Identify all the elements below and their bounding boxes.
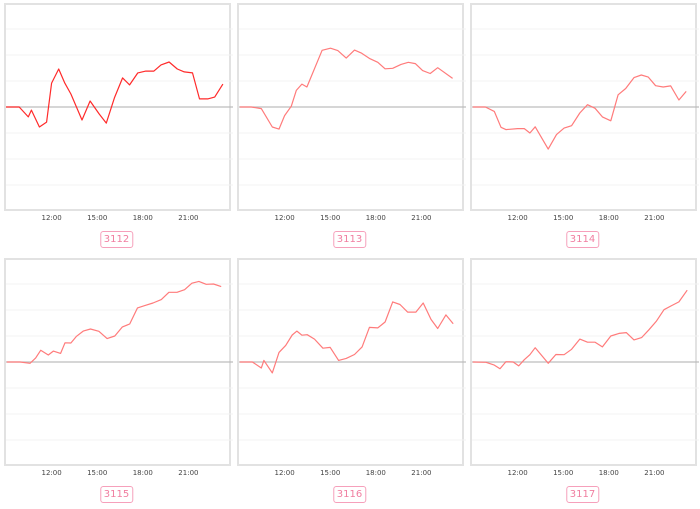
x-tick-label: 12:00 — [274, 214, 295, 222]
x-tick-label: 18:00 — [365, 214, 386, 222]
chart-title-badge: 3113 — [332, 231, 367, 248]
x-tick-label: 12:00 — [41, 214, 62, 222]
x-tick-label: 21:00 — [644, 214, 665, 222]
series-line — [472, 289, 688, 370]
chart-title-badge: 3115 — [99, 486, 134, 503]
chart-plot — [472, 28, 699, 186]
series-line — [239, 47, 453, 130]
chart-title-badge: 3112 — [99, 231, 134, 248]
x-tick-label: 18:00 — [365, 469, 386, 477]
x-tick-label: 15:00 — [320, 469, 341, 477]
chart-plot — [6, 280, 233, 441]
x-tick-label: 12:00 — [507, 214, 528, 222]
chart-plot — [239, 28, 466, 186]
x-tick-label: 15:00 — [87, 214, 108, 222]
chart-plot — [239, 283, 466, 441]
x-tick-label: 21:00 — [644, 469, 665, 477]
chart-panel-3115 — [4, 258, 233, 466]
x-tick-label: 21:00 — [411, 469, 432, 477]
chart-panel-3112 — [4, 3, 233, 211]
x-tick-label: 18:00 — [598, 214, 619, 222]
series-line — [6, 61, 224, 128]
chart-plot — [472, 283, 699, 441]
x-tick-label: 12:00 — [41, 469, 62, 477]
chart-title-badge: 3114 — [565, 231, 600, 248]
chart-title-badge: 3116 — [332, 486, 367, 503]
series-line — [472, 74, 687, 150]
x-tick-label: 15:00 — [87, 469, 108, 477]
chart-panel-3114 — [470, 3, 699, 211]
x-tick-label: 12:00 — [274, 469, 295, 477]
x-tick-label: 18:00 — [598, 469, 619, 477]
chart-panel-3113 — [237, 3, 466, 211]
x-tick-label: 18:00 — [132, 469, 153, 477]
x-tick-label: 21:00 — [411, 214, 432, 222]
x-tick-label: 15:00 — [553, 469, 574, 477]
x-tick-label: 18:00 — [132, 214, 153, 222]
x-tick-label: 12:00 — [507, 469, 528, 477]
series-line — [239, 301, 454, 374]
x-tick-label: 15:00 — [553, 214, 574, 222]
chart-panel-3117 — [470, 258, 699, 466]
x-tick-label: 15:00 — [320, 214, 341, 222]
x-tick-label: 21:00 — [178, 469, 199, 477]
chart-title-badge: 3117 — [565, 486, 600, 503]
series-line — [6, 280, 222, 364]
chart-plot — [6, 28, 233, 186]
chart-panel-3116 — [237, 258, 466, 466]
x-tick-label: 21:00 — [178, 214, 199, 222]
